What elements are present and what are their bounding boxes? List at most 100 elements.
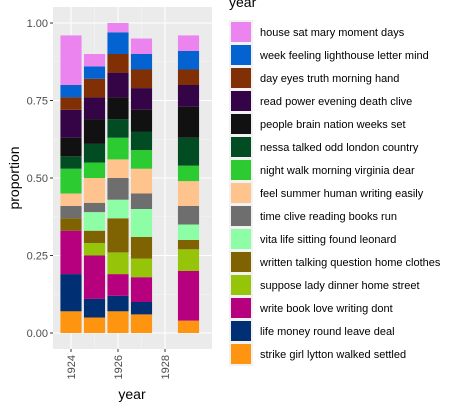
bar-segment bbox=[130, 88, 153, 110]
bar-segment bbox=[60, 193, 82, 206]
bar-segment bbox=[130, 209, 153, 237]
bar-segment bbox=[60, 97, 82, 110]
bar-segment bbox=[83, 119, 106, 144]
bar-segment bbox=[130, 109, 153, 132]
bar-segment bbox=[130, 69, 153, 89]
bar-segment bbox=[177, 137, 200, 166]
bar-segment bbox=[83, 202, 106, 213]
legend-swatch bbox=[231, 114, 251, 134]
x-tick-label: 1928 bbox=[160, 355, 172, 379]
bars bbox=[60, 23, 200, 333]
bar-segment bbox=[177, 320, 200, 333]
bar-segment bbox=[83, 298, 106, 318]
bar-segment bbox=[60, 35, 82, 85]
legend-label: vita life sitting found leonard bbox=[260, 234, 396, 246]
bar-segment bbox=[107, 159, 129, 178]
legend-label: house sat mary moment days bbox=[260, 27, 405, 39]
bar-segment bbox=[130, 168, 153, 194]
bar-segment bbox=[83, 78, 106, 98]
bar-segment bbox=[83, 97, 106, 120]
bar-segment bbox=[60, 311, 82, 333]
bar-segment bbox=[107, 23, 129, 33]
y-axis-title: proportion bbox=[6, 146, 22, 209]
bar-segment bbox=[130, 302, 153, 315]
legend-label: life money round leave deal bbox=[260, 326, 395, 338]
bar-segment bbox=[130, 150, 153, 169]
bar-segment bbox=[107, 252, 129, 275]
bar-segment bbox=[83, 143, 106, 163]
legend-label: day eyes truth morning hand bbox=[260, 73, 399, 85]
bar-segment bbox=[130, 236, 153, 259]
legend-swatch bbox=[231, 298, 251, 318]
bar-segment bbox=[83, 178, 106, 203]
bar-segment bbox=[107, 137, 129, 160]
legend-swatch bbox=[231, 275, 251, 295]
bar-segment bbox=[177, 35, 200, 51]
legend-swatch bbox=[231, 137, 251, 157]
bar-segment bbox=[83, 54, 106, 67]
legend-label: write book love writing dont bbox=[259, 303, 393, 315]
legend-label: strike girl lytton walked settled bbox=[260, 349, 406, 361]
bar-segment bbox=[130, 314, 153, 333]
bar-segment bbox=[107, 119, 129, 138]
x-axis-title: year bbox=[118, 386, 146, 402]
legend-swatch bbox=[231, 252, 251, 272]
legend-swatch bbox=[231, 206, 251, 226]
bar-segment bbox=[83, 162, 106, 178]
bar-segment bbox=[177, 165, 200, 182]
bar-segment bbox=[177, 271, 200, 321]
bar-segment bbox=[130, 193, 153, 209]
y-tick-label: 0.50 bbox=[27, 173, 48, 185]
bar-segment bbox=[60, 85, 82, 98]
bar-segment bbox=[130, 131, 153, 151]
legend-label: time clive reading books run bbox=[260, 211, 397, 223]
axes: 0.00 0.25 0.50 0.75 1.00 1924 1926 1928 bbox=[27, 18, 172, 379]
bar-segment bbox=[107, 178, 129, 200]
legend-swatch bbox=[231, 45, 251, 65]
x-tick-label: 1924 bbox=[66, 355, 78, 379]
bar-segment bbox=[60, 205, 82, 219]
bar-segment bbox=[83, 212, 106, 231]
legend-label: written talking question home clothes bbox=[259, 257, 441, 269]
legend-title: year bbox=[229, 0, 257, 10]
bar-segment bbox=[60, 230, 82, 275]
y-tick-label: 0.75 bbox=[27, 96, 48, 108]
legend-label: week feeling lighthouse letter mind bbox=[259, 50, 429, 62]
bar-segment bbox=[177, 249, 200, 271]
bar-segment bbox=[83, 66, 106, 79]
bar-segment bbox=[177, 205, 200, 225]
bar-segment bbox=[107, 72, 129, 98]
bar-segment bbox=[60, 156, 82, 169]
bar-segment bbox=[177, 85, 200, 107]
legend-swatch bbox=[231, 229, 251, 249]
bar-segment bbox=[107, 199, 129, 219]
legend-swatch bbox=[231, 160, 251, 180]
bar-segment bbox=[177, 69, 200, 85]
legend-label: nessa talked odd london country bbox=[260, 142, 419, 154]
legend-swatch bbox=[231, 344, 251, 364]
bar-segment bbox=[60, 274, 82, 312]
bar-segment bbox=[83, 243, 106, 256]
bar-segment bbox=[130, 54, 153, 70]
bar-segment bbox=[107, 32, 129, 54]
legend-label: feel summer human writing easily bbox=[260, 188, 424, 200]
bar-segment bbox=[60, 137, 82, 157]
y-tick-label: 0.00 bbox=[27, 328, 48, 340]
y-tick-label: 1.00 bbox=[27, 18, 48, 30]
bar-segment bbox=[60, 168, 82, 194]
bar-segment bbox=[177, 224, 200, 240]
bar-segment bbox=[130, 277, 153, 302]
y-tick-label: 0.25 bbox=[27, 251, 48, 263]
bar-segment bbox=[177, 181, 200, 206]
bar-segment bbox=[60, 218, 82, 231]
legend-swatch bbox=[231, 183, 251, 203]
bar-segment bbox=[177, 50, 200, 70]
legend: house sat mary moment days week feeling l… bbox=[229, 20, 441, 366]
bar-segment bbox=[107, 54, 129, 73]
legend-swatch bbox=[231, 91, 251, 111]
legend-swatch bbox=[231, 22, 251, 42]
legend-swatch bbox=[231, 321, 251, 341]
bar-segment bbox=[177, 106, 200, 138]
bar-segment bbox=[107, 311, 129, 333]
